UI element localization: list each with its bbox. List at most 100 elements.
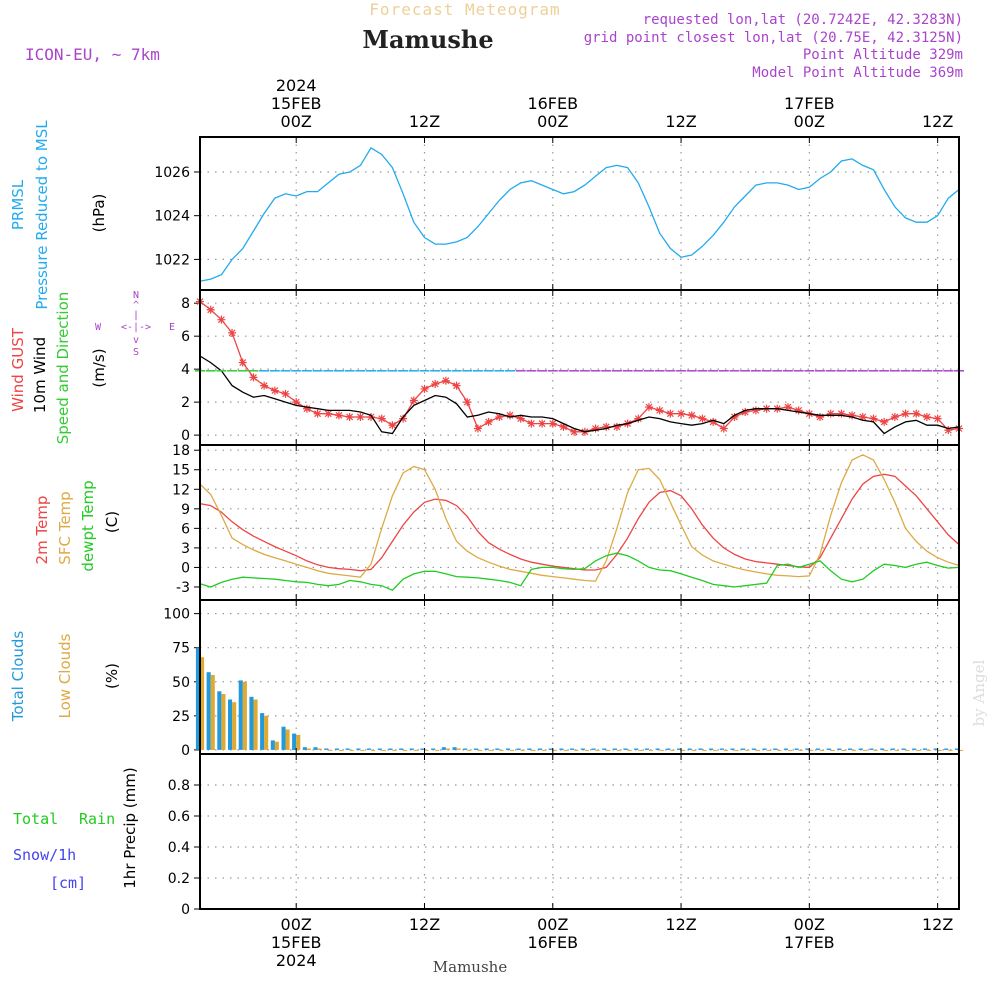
grid-coords: grid point closest lon,lat (20.75E, 42.3… <box>584 30 963 46</box>
total-clouds-bar <box>826 748 831 750</box>
total-clouds-bar <box>420 748 425 750</box>
ytick-label: 6 <box>181 329 190 345</box>
total-clouds-bar <box>954 748 959 750</box>
gust-label: Wind GUST <box>9 327 27 412</box>
total-clouds-bar <box>933 748 938 750</box>
total-clouds-bar <box>666 748 671 750</box>
total-clouds-bar <box>794 748 799 750</box>
low-clouds-bar <box>456 748 461 750</box>
low-clouds-bar <box>745 749 750 751</box>
bottom-time-label: 00Z <box>794 915 825 934</box>
wind-gust-line <box>199 300 960 433</box>
gust-point <box>698 414 707 423</box>
gust-point <box>880 417 889 426</box>
total-clouds-bar <box>698 748 703 750</box>
total-clouds-bar <box>345 748 350 750</box>
low-clouds-bar <box>926 749 931 751</box>
total-clouds-bar <box>527 748 532 750</box>
low-clouds-bar <box>798 749 803 751</box>
total-clouds-bar <box>762 748 767 750</box>
gust-point <box>356 412 365 421</box>
low-clouds-bar <box>702 749 707 751</box>
gust-point <box>794 406 803 415</box>
top-time-label: 17FEB <box>784 94 835 113</box>
low-clouds-bar <box>670 749 675 751</box>
wind10m-label: 10m Wind <box>31 337 49 413</box>
gust-point <box>709 417 718 426</box>
rain-label: Rain <box>79 810 115 828</box>
low-clouds-bar <box>638 749 643 751</box>
total-clouds-bar <box>655 748 660 750</box>
low-clouds-bar <box>317 748 322 750</box>
low-clouds-bar <box>328 749 333 751</box>
ytick-label: 3 <box>181 541 190 557</box>
gust-point <box>869 414 878 423</box>
model-altitude: Model Point Altitude 369m <box>752 65 963 81</box>
low-clouds-bar <box>274 741 279 750</box>
ytick-label: 1024 <box>154 209 190 225</box>
gust-point <box>452 381 461 390</box>
gust-point <box>345 412 354 421</box>
gust-point <box>206 305 215 314</box>
gust-point <box>570 427 579 436</box>
gust-point <box>655 406 664 415</box>
low-clouds-bar <box>873 749 878 751</box>
low-clouds-bar <box>766 749 771 751</box>
low-clouds-bar <box>306 748 311 750</box>
low-clouds-bar <box>809 749 814 751</box>
gust-point <box>848 411 857 420</box>
low-clouds-bar <box>520 749 525 751</box>
ytick-label: 100 <box>163 607 190 623</box>
speed-dir-label: Speed and Direction <box>54 292 72 445</box>
total-clouds-bar <box>623 748 628 750</box>
ytick-label: 0 <box>181 902 190 918</box>
temperature-panel: -3 0 3 6 9 12 15 18 2m Temp SFC Temp dewpt Temp… <box>33 443 960 601</box>
total-clouds-bar <box>228 699 233 750</box>
gust-point <box>858 412 867 421</box>
top-time-label: 12Z <box>922 112 953 131</box>
top-time-label: 2024 <box>276 76 317 95</box>
ytick-label: 75 <box>172 641 190 657</box>
bottom-time-label: 16FEB <box>527 933 578 952</box>
gust-point <box>826 409 835 418</box>
precip-plot: 0 0.2 0.4 0.6 0.8 <box>168 753 960 918</box>
ytick-label: 12 <box>172 482 190 498</box>
dewpt-temp-line <box>199 552 960 591</box>
total-clouds-bar <box>484 748 489 750</box>
gust-point <box>313 409 322 418</box>
total-clouds-bar <box>452 747 457 750</box>
credit-watermark: by Angel <box>970 659 988 726</box>
low-clouds-bar <box>649 749 654 751</box>
gust-point <box>933 414 942 423</box>
ytick-label: 4 <box>181 362 190 378</box>
10m-wind-line <box>199 355 960 435</box>
top-time-label: 00Z <box>281 112 312 131</box>
low-clouds-bar <box>424 749 429 751</box>
low-clouds-bar <box>788 749 793 751</box>
low-clouds-bar <box>360 749 365 751</box>
temperature-plot: -3 0 3 6 9 12 15 18 <box>172 443 960 601</box>
compass-w: W <box>95 322 102 333</box>
low-clouds-bar <box>349 749 354 751</box>
low-clouds-bar <box>734 749 739 751</box>
total-clouds-bar <box>249 696 254 750</box>
total-clouds-bar <box>313 747 318 750</box>
total-clouds-bar <box>431 748 436 750</box>
ytick-label: 0.6 <box>168 809 190 825</box>
total-clouds-bar <box>495 748 500 750</box>
gust-point <box>238 358 247 367</box>
total-clouds-bar <box>634 748 639 750</box>
low-clouds-bar <box>296 734 301 750</box>
low-clouds-bar <box>403 749 408 751</box>
compass-mid: <-|-> <box>121 322 151 333</box>
bottom-time-label: 2024 <box>276 951 317 970</box>
top-time-label: 15FEB <box>271 94 322 113</box>
snow-unit-label: [cm] <box>50 874 86 892</box>
low-clouds-bar <box>681 749 686 751</box>
ytick-label: 0.8 <box>168 778 190 794</box>
gust-point <box>463 398 472 407</box>
total-clouds-bar <box>356 748 361 750</box>
low-clouds-bar <box>242 681 247 750</box>
